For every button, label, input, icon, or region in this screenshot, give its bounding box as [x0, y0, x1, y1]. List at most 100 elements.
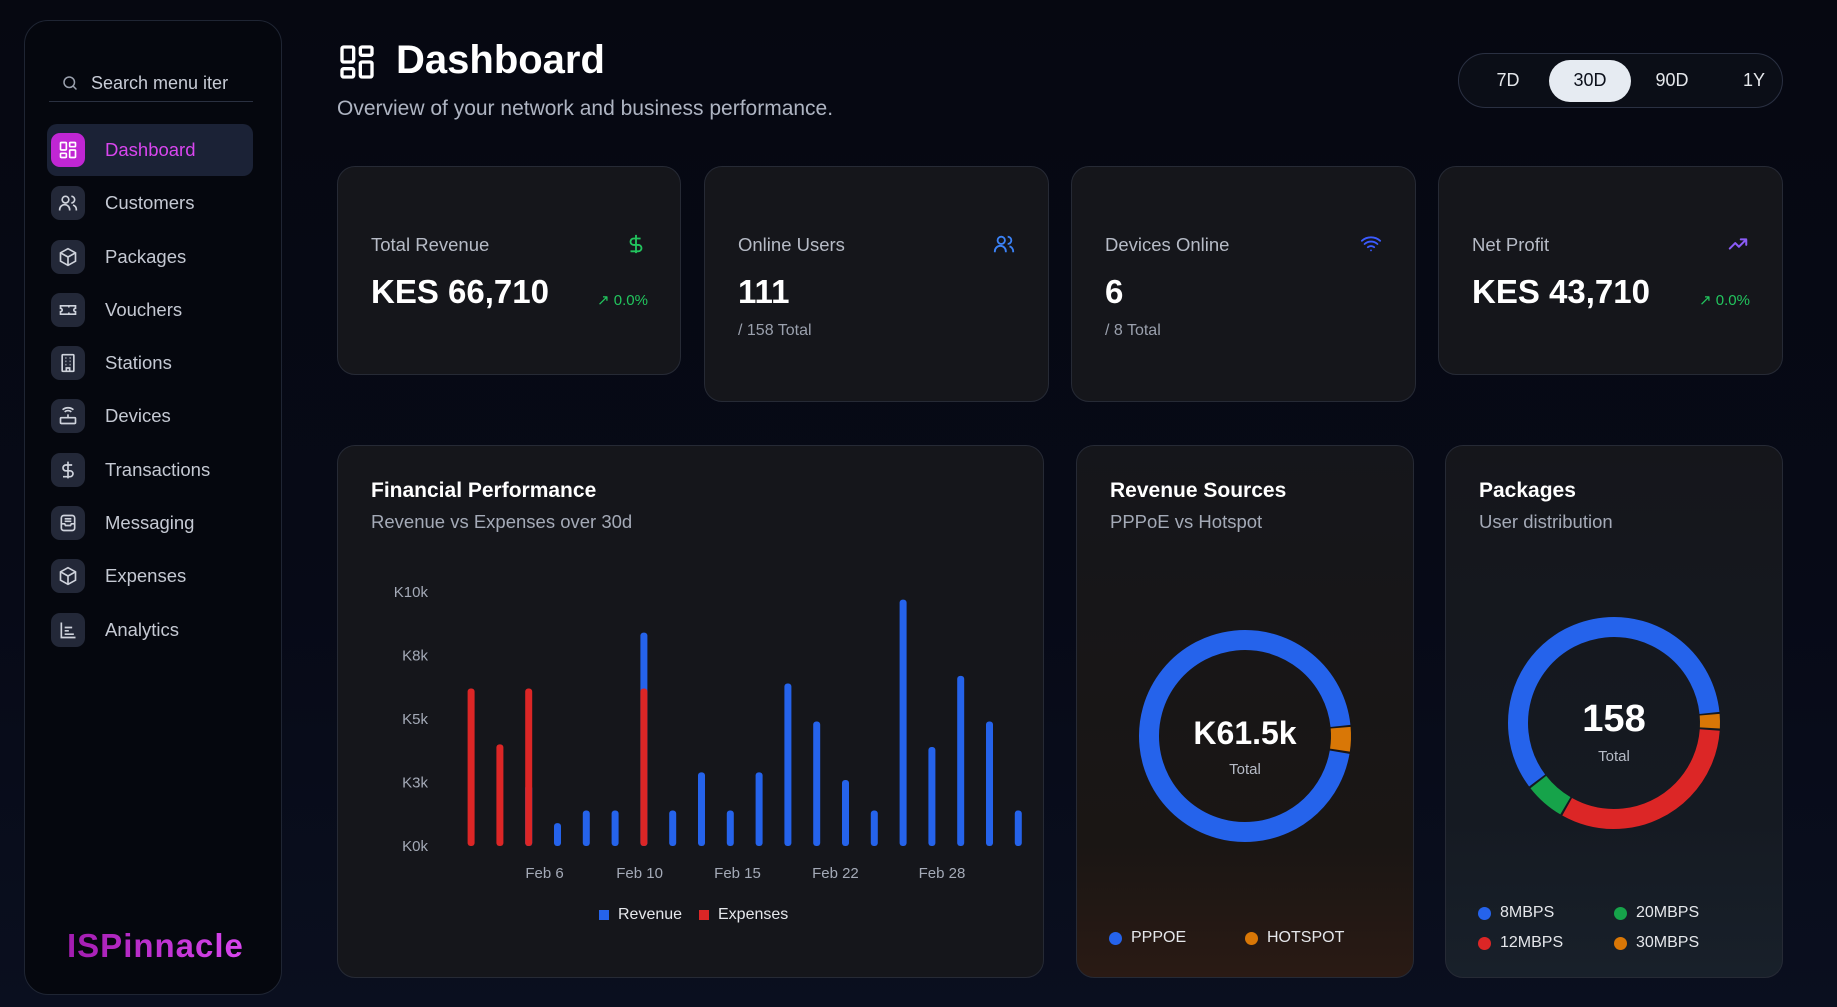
sidebar-item-stations[interactable]: Stations — [47, 337, 253, 389]
revenue-bar[interactable] — [755, 772, 763, 846]
sidebar-item-dashboard[interactable]: Dashboard — [47, 124, 253, 176]
legend-pppoe: PPPOE — [1109, 929, 1186, 947]
sidebar-item-devices[interactable]: Devices — [47, 390, 253, 442]
sidebar-item-label: Stations — [105, 352, 172, 374]
stat-value: 6 — [1105, 273, 1124, 310]
8mbps-segment[interactable] — [1508, 617, 1720, 829]
sidebar-nav: Dashboard Customers Packages Vouchers St… — [47, 124, 253, 657]
inbox-icon — [51, 506, 85, 541]
revenue-bar[interactable] — [582, 810, 590, 846]
x-tick-label: Feb 15 — [714, 865, 761, 882]
stat-value: KES 43,710 — [1472, 273, 1650, 310]
card-subtitle: PPPoE vs Hotspot — [1110, 511, 1263, 532]
legend-20mbps: 20MBPS — [1614, 904, 1699, 922]
sidebar-item-packages[interactable]: Packages — [47, 231, 253, 283]
sidebar-item-customers[interactable]: Customers — [47, 177, 253, 229]
trend-badge: ↗ 0.0% — [597, 292, 648, 309]
expenses-bar[interactable] — [467, 688, 475, 846]
dollar-icon — [51, 452, 85, 487]
stat-label: Total Revenue — [371, 234, 490, 255]
sidebar-item-analytics[interactable]: Analytics — [47, 604, 253, 656]
x-tick-label: Feb 6 — [525, 865, 563, 882]
devices-online-card: Devices Online 6 / 8 Total — [1071, 166, 1416, 402]
users-icon — [51, 186, 85, 221]
legend-revenue: Revenue — [599, 906, 682, 924]
sidebar-item-messaging[interactable]: Messaging — [47, 497, 253, 549]
card-title: Revenue Sources — [1110, 479, 1287, 502]
revenue-bar[interactable] — [554, 823, 561, 846]
arrow-up-right-icon: ↗ — [1699, 292, 1712, 309]
sidebar-item-label: Dashboard — [105, 139, 196, 160]
revenue-bar[interactable] — [813, 721, 821, 846]
legend-expenses: Expenses — [699, 906, 788, 924]
sidebar-item-label: Customers — [105, 192, 195, 214]
sidebar-item-label: Vouchers — [105, 298, 183, 320]
dashboard-icon — [51, 133, 85, 167]
stat-value: KES 66,710 — [371, 273, 549, 310]
range-90d-button[interactable]: 90D — [1655, 70, 1689, 90]
donut-segments — [1508, 617, 1720, 829]
revenue-bar[interactable] — [986, 721, 993, 846]
revenue-bar[interactable] — [669, 810, 677, 846]
pppoe-segment[interactable] — [1139, 630, 1351, 842]
dashboard-icon — [340, 45, 374, 79]
revenue-bar[interactable] — [899, 599, 907, 846]
sidebar-item-expenses[interactable]: Expenses — [47, 550, 253, 602]
revenue-bar[interactable] — [698, 772, 705, 846]
dollar-icon — [629, 234, 643, 254]
trending-up-icon — [1728, 238, 1748, 250]
expenses-bar[interactable] — [496, 744, 504, 846]
sidebar-item-label: Messaging — [105, 512, 195, 534]
expenses-bar[interactable] — [525, 688, 533, 846]
package-icon — [51, 559, 85, 594]
revenue-bar[interactable] — [1014, 810, 1022, 846]
revenue-bar[interactable] — [611, 810, 619, 846]
donut-center-value: 158 — [1582, 698, 1645, 740]
12mbps-segment[interactable] — [1508, 617, 1720, 829]
page-subtitle: Overview of your network and business pe… — [337, 97, 834, 120]
search-input[interactable] — [89, 71, 253, 95]
wifi-icon — [1360, 236, 1382, 252]
x-tick-label: Feb 22 — [812, 865, 859, 882]
chart-icon — [51, 612, 85, 647]
router-icon — [51, 399, 85, 434]
search-box — [49, 65, 253, 102]
y-tick-label: K8k — [402, 648, 428, 665]
revenue-bar[interactable] — [784, 683, 792, 846]
net-profit-card: Net Profit KES 43,710 ↗ 0.0% — [1438, 166, 1783, 375]
revenue-bar[interactable] — [842, 779, 849, 846]
total-revenue-card: Total Revenue KES 66,710 ↗ 0.0% — [337, 166, 681, 375]
legend-12mbps: 12MBPS — [1478, 934, 1563, 952]
expenses-bar[interactable] — [640, 688, 648, 846]
sidebar-item-label: Analytics — [105, 618, 180, 640]
time-range-selector: 7D 30D 90D 1Y — [1458, 53, 1783, 108]
y-tick-label: K3k — [402, 775, 428, 792]
users-icon — [993, 235, 1015, 253]
legend-8mbps: 8MBPS — [1478, 904, 1554, 922]
range-7d-button[interactable]: 7D — [1496, 70, 1520, 90]
stat-subtext: / 8 Total — [1105, 322, 1161, 339]
sidebar-item-label: Devices — [105, 405, 171, 427]
revenue-bar[interactable] — [726, 810, 734, 846]
financial-bar-chart: K0k K3k K5k K8k K10k Feb 6 Feb 10 Feb 15 Feb 22 F… — [394, 584, 1022, 882]
y-tick-label: K5k — [402, 711, 428, 728]
x-tick-label: Feb 10 — [616, 865, 663, 882]
packages-donut: 158 Total — [1508, 617, 1720, 829]
stat-label: Online Users — [738, 234, 845, 255]
card-subtitle: User distribution — [1479, 511, 1613, 532]
sidebar-item-transactions[interactable]: Transactions — [47, 444, 253, 496]
revenue-bar[interactable] — [870, 810, 878, 846]
sidebar-item-label: Transactions — [105, 458, 211, 480]
range-1y-button[interactable]: 1Y — [1742, 70, 1766, 90]
sidebar-item-vouchers[interactable]: Vouchers — [47, 284, 253, 336]
ticket-icon — [51, 292, 85, 327]
legend-30mbps: 30MBPS — [1614, 934, 1699, 952]
revenue-bar[interactable] — [928, 746, 936, 846]
stat-label: Devices Online — [1105, 234, 1230, 255]
revenue-bar[interactable] — [957, 675, 965, 846]
brand-logo: ISPinnacle — [67, 927, 244, 964]
y-tick-label: K10k — [394, 584, 429, 601]
range-30d-button[interactable]: 30D — [1549, 59, 1631, 102]
sidebar-item-label: Expenses — [105, 565, 187, 587]
legend-hotspot: HOTSPOT — [1245, 929, 1344, 947]
